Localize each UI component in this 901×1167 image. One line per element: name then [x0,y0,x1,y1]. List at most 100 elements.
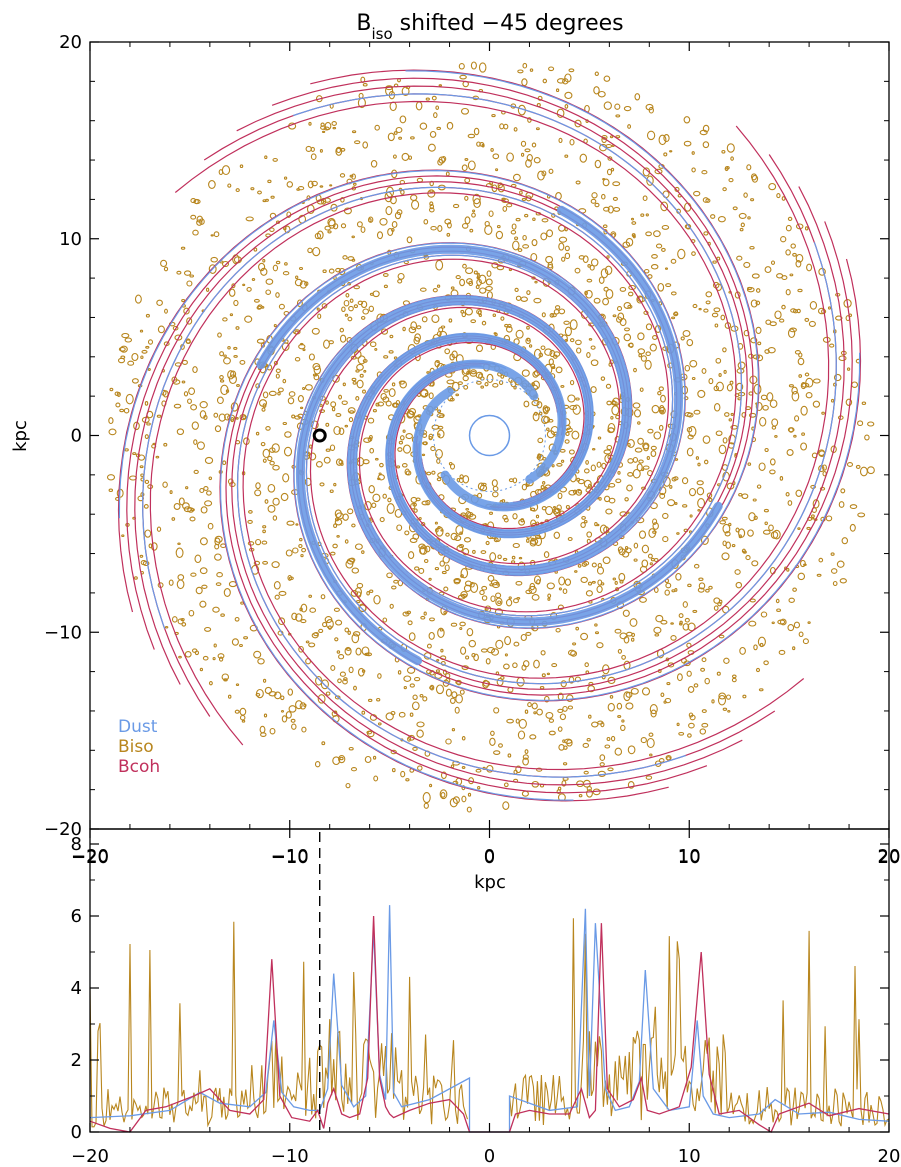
biso-contour [267,483,276,493]
biso-contour [473,653,479,662]
biso-contour [409,537,418,544]
dust-line [89,905,890,1133]
biso-contour [264,499,269,504]
dust-contour [305,242,837,685]
biso-contour [314,761,321,768]
biso-contour [515,580,523,586]
biso-contour [810,514,815,518]
biso-contour [552,505,557,509]
biso-contour [339,756,344,761]
biso-contour [259,725,266,734]
biso-contour [349,298,354,303]
biso-contour [419,287,427,292]
biso-contour [439,560,445,567]
biso-contour [807,621,811,624]
biso-contour [287,397,295,405]
biso-contour [548,168,554,174]
biso-contour [283,446,293,457]
biso-contour [686,447,694,457]
biso-contour [297,395,304,403]
biso-contour [344,627,350,633]
biso-contour [510,229,517,235]
biso-contour [647,274,653,279]
biso-contour [645,213,649,217]
biso-contour [696,487,705,496]
biso-contour [722,187,727,192]
biso-contour [731,544,736,548]
biso-contour [562,705,568,712]
biso-contour [520,152,525,157]
biso-contour [287,574,292,581]
biso-contour [743,192,748,198]
biso-contour [265,426,271,431]
biso-contour [688,712,694,718]
biso-contour [543,416,551,424]
biso-contour [805,392,813,399]
biso-contour [273,323,277,328]
biso-contour [442,669,447,675]
biso-contour [760,611,768,618]
biso-contour [532,371,539,378]
biso-contour [242,283,246,287]
biso-contour [487,575,495,582]
biso-contour [190,572,197,577]
biso-contour [548,730,556,736]
biso-contour [490,147,494,152]
biso-contour [544,695,550,703]
biso-contour [532,380,540,390]
biso-contour [435,259,444,271]
biso-contour [686,338,694,347]
biso-contour [475,284,480,290]
biso-contour [652,335,658,340]
biso-contour [687,434,694,440]
biso-contour [607,702,615,712]
biso-contour [355,369,360,373]
biso-contour [700,667,706,672]
biso-contour [379,462,384,468]
biso-contour [428,207,435,213]
biso-contour [472,549,476,554]
biso-contour [108,488,114,493]
biso-contour [221,260,230,268]
biso-contour [558,242,565,251]
biso-contour [470,319,477,324]
biso-contour [426,371,430,374]
biso-contour [758,462,766,471]
biso-contour [425,499,431,506]
biso-contour [557,708,564,714]
biso-contour [665,283,672,288]
biso-contour [504,653,508,657]
biso-contour [495,597,503,607]
biso-contour [189,516,196,522]
biso-contour [623,691,631,702]
biso-contour [141,349,148,354]
inner-ring [433,379,546,492]
title-rest: shifted −45 degrees [393,11,624,36]
biso-contour [434,528,439,533]
biso-contour [285,711,292,719]
biso-contour [547,597,551,601]
biso-contour [230,370,237,378]
biso-contour [637,437,644,445]
biso-contour [398,711,406,718]
biso-contour [362,389,366,394]
biso-contour [348,557,356,563]
biso-contour [295,523,299,526]
biso-contour [299,537,303,542]
biso-contour [774,310,782,320]
biso-contour [368,216,374,223]
biso-contour [702,124,710,133]
biso-contour [301,726,307,733]
biso-contour [131,378,139,384]
biso-contour [222,317,228,322]
biso-contour [682,601,688,608]
biso-contour [568,676,575,684]
biso-contour [556,789,561,795]
biso-contour [583,770,589,775]
biso-contour [214,535,223,543]
biso-contour [327,218,336,227]
biso-contour [623,333,632,342]
biso-contour [698,307,702,311]
biso-contour [619,286,627,292]
biso-contour [258,399,268,407]
